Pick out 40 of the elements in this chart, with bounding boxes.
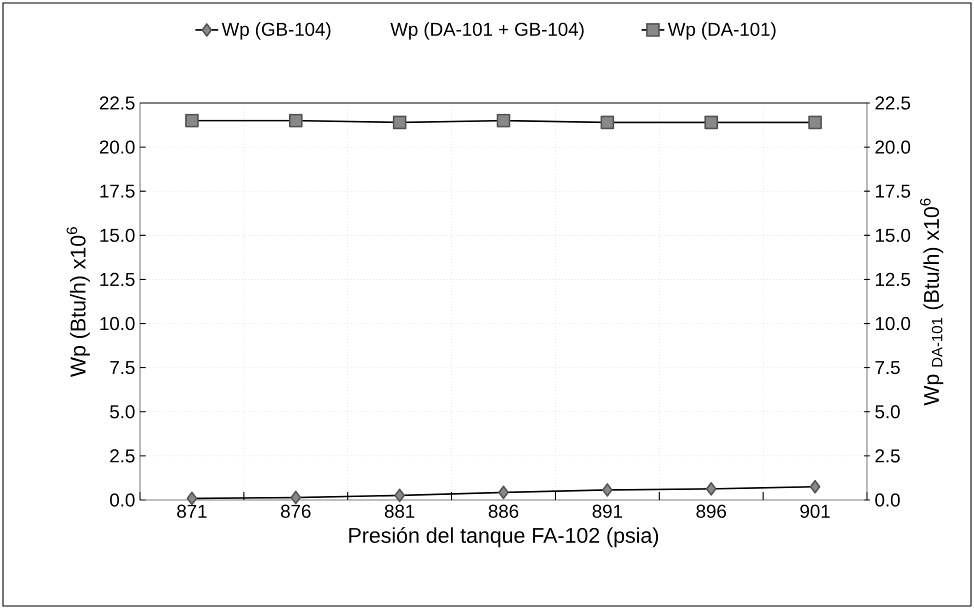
y2-tick-label: 2.5 <box>875 449 900 462</box>
y-tick-label: 5.0 <box>110 405 135 418</box>
y2-tick-label: 17.5 <box>876 184 910 198</box>
y-tick-label: 17.5 <box>100 184 135 198</box>
point <box>290 490 302 504</box>
y-tick-label: 2.5 <box>110 449 135 462</box>
point <box>602 483 613 497</box>
y-tick-label: 22.5 <box>100 96 135 110</box>
y2-tick-label: 5.0 <box>875 405 900 418</box>
x-tick-label: 871 <box>177 504 207 518</box>
y-axis-title: Wp (Btu/h) x10$^{6}$ <box>66 227 90 378</box>
y2-tick-label: 20.0 <box>875 140 910 154</box>
x-tick-label: 886 <box>488 504 518 518</box>
y-tick-label: 10.0 <box>100 316 135 330</box>
y-tick-label: 7.5 <box>110 361 135 374</box>
y-tick-label: 12.5 <box>100 272 135 286</box>
point <box>394 488 405 502</box>
x-axis-title: Presión del tanque FA-102 (psia) <box>349 527 658 548</box>
y2-tick-label: 12.5 <box>876 272 910 286</box>
x-tick-label: 876 <box>281 504 311 518</box>
y2-tick-label: 7.5 <box>876 361 900 374</box>
x-tick-label: 881 <box>384 504 414 518</box>
y2-tick-label: 22.5 <box>875 96 910 110</box>
x-tick-label: 896 <box>696 504 726 518</box>
y2-tick-label: 0.0 <box>875 493 900 507</box>
y-tick-label: 20.0 <box>100 140 135 154</box>
y2-tick-label: 15.0 <box>876 228 910 242</box>
y-tick-label: 15.0 <box>100 228 135 242</box>
point <box>810 480 820 494</box>
legend-label: Wp (DA-101) <box>668 22 776 40</box>
point <box>186 492 198 506</box>
x-tick-label: 901 <box>800 504 830 518</box>
y2-axis-title: Wp $_{DA-101}$ (Btu/h) x10$^{6}$ <box>920 198 944 406</box>
y2-tick-label: 10.0 <box>876 316 910 330</box>
text: Wp (DA-101 + GB-104) <box>390 22 584 40</box>
point <box>706 482 717 496</box>
legend-label: Wp (GB-104) <box>222 22 330 40</box>
y-tick-label: 0.0 <box>110 493 135 507</box>
point <box>498 486 509 500</box>
x-tick-label: 891 <box>592 504 622 518</box>
